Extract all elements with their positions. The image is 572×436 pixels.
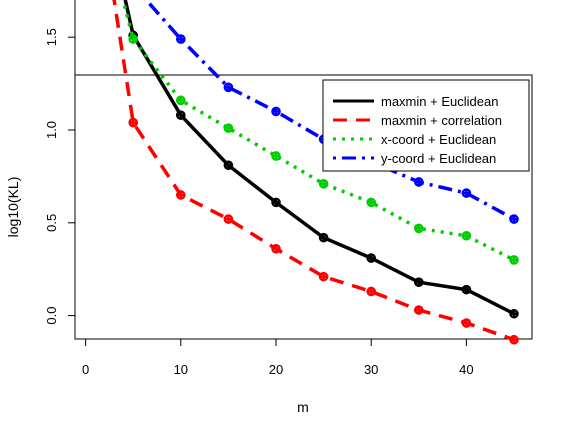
- data-point-cross: [319, 233, 329, 243]
- data-point-cross: [223, 160, 233, 170]
- data-point-cross: [366, 286, 376, 296]
- data-point-cross: [509, 309, 519, 319]
- series-1: [123, 0, 519, 319]
- legend-label: maxmin + correlation: [381, 113, 502, 128]
- legend-label: maxmin + Euclidean: [381, 94, 498, 109]
- data-point-cross: [461, 188, 471, 198]
- legend: maxmin + Euclidean maxmin + correlation x-…: [322, 79, 530, 172]
- legend-label: x-coord + Euclidean: [381, 132, 496, 147]
- data-point-cross: [319, 272, 329, 282]
- y-tick-label: 1.5: [44, 28, 59, 46]
- y-axis: 0.00.51.01.52.02.5: [44, 0, 76, 325]
- x-axis: 0 10 20 30 40: [82, 338, 474, 377]
- data-point-cross: [366, 197, 376, 207]
- series-2: [112, 0, 519, 345]
- data-point-cross: [223, 214, 233, 224]
- data-point-cross: [414, 223, 424, 233]
- data-point-cross: [271, 197, 281, 207]
- x-tick-label: 0: [82, 362, 89, 377]
- x-axis-label: m: [297, 399, 309, 415]
- data-point-cross: [128, 34, 138, 44]
- y-tick-label: 0.5: [44, 214, 59, 232]
- series-layer: [112, 0, 519, 345]
- series-3: [121, 0, 519, 265]
- x-tick-label: 30: [364, 362, 378, 377]
- data-point-cross: [461, 318, 471, 328]
- data-point-cross: [271, 106, 281, 116]
- data-point-cross: [271, 151, 281, 161]
- y-tick-label: 1.0: [44, 121, 59, 139]
- data-point-cross: [176, 110, 186, 120]
- data-point-cross: [461, 231, 471, 241]
- x-tick-label: 40: [459, 362, 473, 377]
- data-point-cross: [509, 214, 519, 224]
- x-tick-label: 10: [174, 362, 188, 377]
- data-point-cross: [414, 305, 424, 315]
- data-point-cross: [176, 34, 186, 44]
- data-point-cross: [414, 277, 424, 287]
- y-axis-label: log10(KL): [5, 177, 21, 238]
- series-line: [112, 0, 515, 342]
- data-point-cross: [128, 118, 138, 128]
- data-point-cross: [223, 123, 233, 133]
- legend-label: y-coord + Euclidean: [381, 151, 496, 166]
- data-point-cross: [509, 335, 519, 345]
- y-tick-label: 0.0: [44, 307, 59, 325]
- data-point-cross: [319, 179, 329, 189]
- legend-box: [322, 79, 530, 172]
- series-line: [143, 0, 515, 221]
- data-point-cross: [176, 95, 186, 105]
- data-point-cross: [509, 255, 519, 265]
- series-line: [121, 0, 515, 262]
- x-tick-label: 20: [269, 362, 283, 377]
- data-point-cross: [271, 244, 281, 254]
- series-line: [123, 0, 515, 316]
- data-point-cross: [176, 190, 186, 200]
- data-point-cross: [461, 285, 471, 295]
- data-point-cross: [223, 82, 233, 92]
- data-point-cross: [414, 177, 424, 187]
- data-point-cross: [366, 253, 376, 263]
